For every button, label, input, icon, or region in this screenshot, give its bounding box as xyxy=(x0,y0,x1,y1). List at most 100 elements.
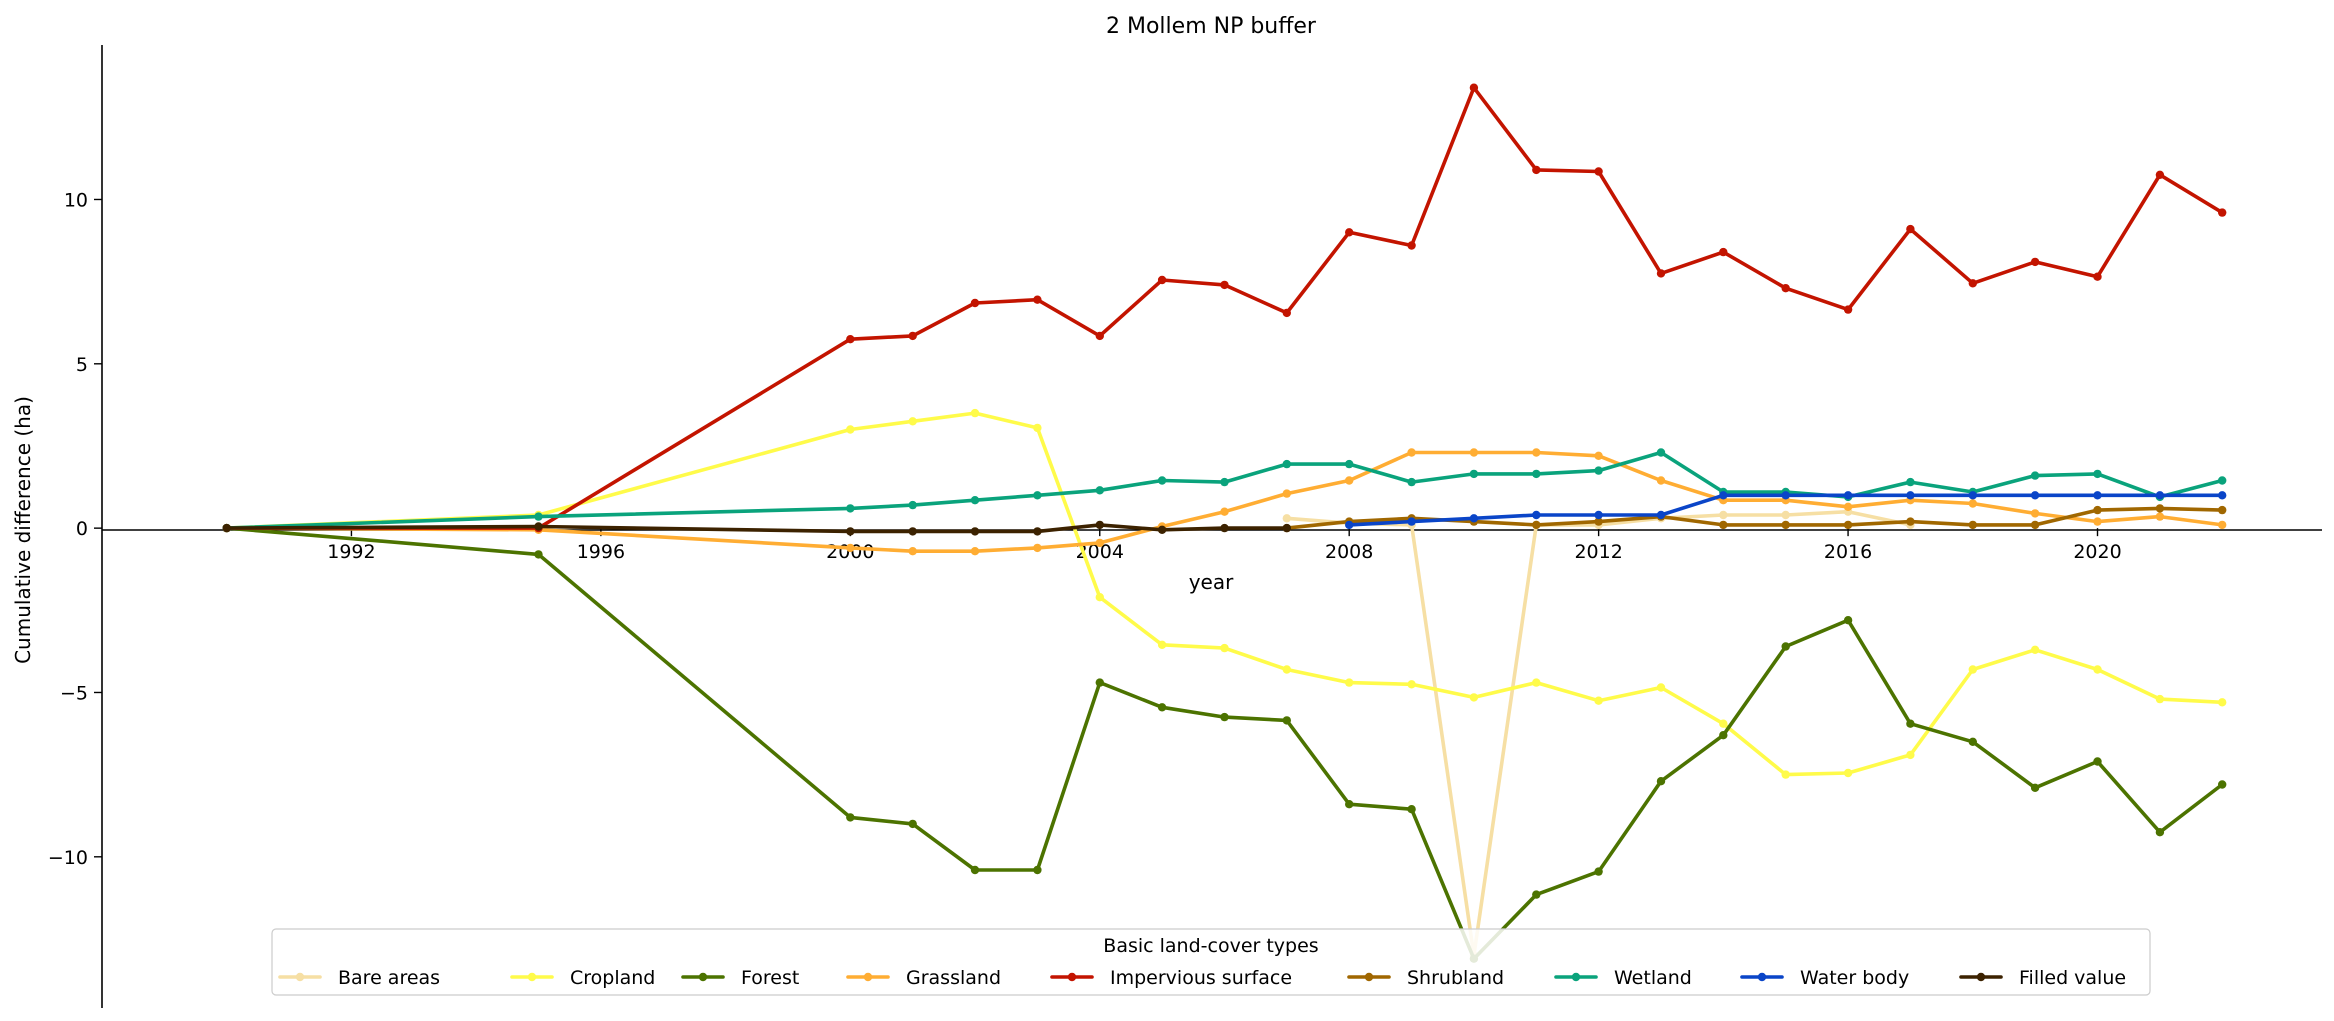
data-point xyxy=(1968,499,1978,508)
data-point xyxy=(1407,517,1416,526)
data-point xyxy=(908,500,917,510)
data-point xyxy=(1157,525,1167,534)
data-point xyxy=(1656,448,1666,457)
data-point xyxy=(222,523,231,533)
data-point xyxy=(970,527,980,536)
data-point xyxy=(846,543,855,553)
legend-entry-grassland: Grassland xyxy=(846,967,1001,989)
data-point xyxy=(970,496,980,505)
data-point xyxy=(1033,527,1042,536)
data-point xyxy=(1906,491,1915,500)
data-point xyxy=(1781,642,1790,651)
series-line-wetland xyxy=(224,450,2224,530)
data-point xyxy=(2093,505,2102,515)
data-point xyxy=(846,425,855,434)
data-point xyxy=(1594,466,1603,475)
data-point xyxy=(1407,241,1416,250)
data-point xyxy=(1843,305,1853,314)
data-point xyxy=(1906,224,1915,234)
data-point xyxy=(2155,828,2165,837)
legend-entry-impervious-surface: Impervious surface xyxy=(1050,967,1292,989)
data-point xyxy=(534,512,543,521)
data-point xyxy=(1781,491,1790,500)
data-point xyxy=(1282,308,1292,318)
y-axis-label: Cumulative difference (ha) xyxy=(11,396,35,664)
data-point xyxy=(1781,510,1790,520)
data-point xyxy=(1843,616,1853,625)
data-point xyxy=(1407,680,1416,689)
legend-marker xyxy=(1571,972,1581,982)
data-point xyxy=(2093,665,2102,674)
series-wetland xyxy=(222,448,2227,533)
y-tick-label: −10 xyxy=(48,847,88,869)
data-point xyxy=(970,408,980,418)
x-tick-label: 1992 xyxy=(327,541,375,563)
data-point xyxy=(2093,469,2102,479)
data-point xyxy=(2155,694,2165,704)
legend-marker xyxy=(1976,972,1986,982)
data-point xyxy=(1968,520,1978,530)
series-line-impervious-surface xyxy=(224,85,2224,530)
x-ticks: 1992 1996 2000 2004 2008 2012 2016 2020 xyxy=(327,528,2122,563)
data-point xyxy=(1719,520,1728,530)
data-point xyxy=(1220,280,1229,290)
data-point xyxy=(1781,284,1790,293)
data-point xyxy=(1220,643,1229,653)
data-point xyxy=(2218,520,2227,530)
data-point xyxy=(1220,507,1229,516)
legend-entry-forest: Forest xyxy=(681,967,799,989)
data-point xyxy=(2218,505,2227,515)
series-cropland xyxy=(222,408,2227,779)
data-point xyxy=(1157,703,1167,712)
data-point xyxy=(1282,716,1292,725)
series-filled-value xyxy=(222,520,1292,536)
data-point xyxy=(846,504,855,513)
data-point xyxy=(1033,491,1042,500)
y-ticks: −10 −5 0 5 10 xyxy=(48,189,102,869)
data-point xyxy=(2093,757,2102,766)
data-point xyxy=(1781,770,1790,779)
chart-title: 2 Mollem NP buffer xyxy=(1106,14,1317,39)
data-point xyxy=(1033,865,1042,875)
legend-label: Shrubland xyxy=(1407,967,1504,989)
series-water-body xyxy=(1345,491,2227,530)
data-point xyxy=(1656,476,1666,485)
data-point xyxy=(1656,510,1666,520)
legend-entry-shrubland: Shrubland xyxy=(1347,967,1504,989)
data-point xyxy=(1469,514,1479,523)
data-point xyxy=(2030,257,2040,267)
data-point xyxy=(1968,665,1978,674)
data-point xyxy=(2093,517,2102,526)
data-point xyxy=(1095,331,1105,341)
data-point xyxy=(908,547,917,556)
series-grassland xyxy=(222,448,2227,556)
data-point xyxy=(2093,491,2102,500)
data-point xyxy=(1282,489,1292,498)
x-tick-label: 2004 xyxy=(1076,541,1124,563)
data-point xyxy=(2218,491,2227,500)
legend-marker xyxy=(1757,972,1767,982)
legend-marker xyxy=(863,972,873,982)
data-point xyxy=(1282,523,1292,533)
legend-entry-cropland: Cropland xyxy=(510,967,655,989)
legend-label: Forest xyxy=(741,967,799,989)
data-point xyxy=(1532,165,1541,175)
data-point xyxy=(1532,678,1541,687)
data-point xyxy=(1532,520,1541,530)
x-tick-label: 2016 xyxy=(1824,541,1872,563)
data-point xyxy=(2155,504,2165,513)
data-point xyxy=(1095,520,1105,530)
legend-label: Impervious surface xyxy=(1110,967,1292,989)
data-point xyxy=(534,522,543,531)
data-point xyxy=(1033,295,1042,304)
data-point xyxy=(2030,491,2040,500)
data-point xyxy=(1719,491,1728,500)
data-point xyxy=(2155,491,2165,500)
series-bare-areas xyxy=(1282,507,1915,960)
legend-entries: Bare areas Cropland Forest Grassland Impervi… xyxy=(278,967,2126,989)
data-point xyxy=(1407,448,1416,457)
data-point xyxy=(908,527,917,536)
data-point xyxy=(2093,272,2102,281)
data-point xyxy=(1719,719,1728,728)
